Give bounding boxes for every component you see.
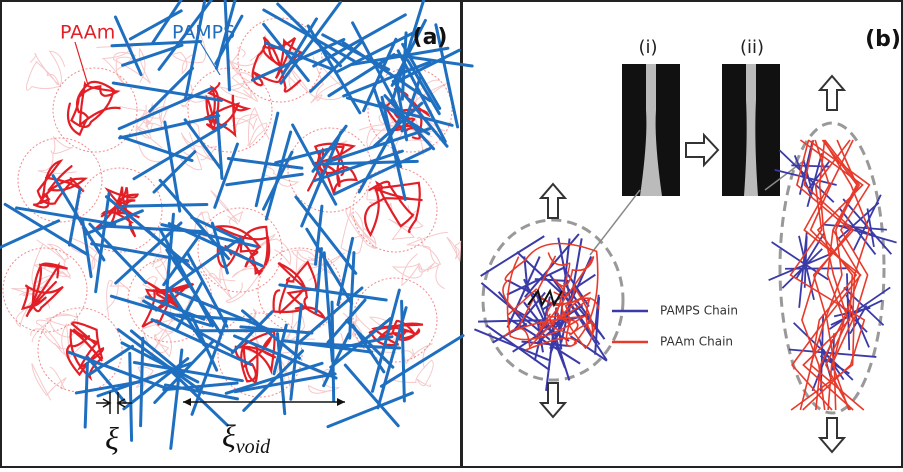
figure: PAAm PAMPS (a) ξ ξvoid (i) (ii) (b) PAMP… (0, 0, 903, 468)
legend-pamps: PAMPS Chain (660, 304, 738, 318)
mesh-size-symbol: ξ (105, 420, 119, 456)
pamps-chain (332, 302, 334, 401)
void-subscript: void (236, 436, 271, 458)
photo-ii-label: (ii) (740, 37, 764, 58)
pamps-label: PAMPS (172, 22, 235, 44)
legend-paam: PAAm Chain (660, 335, 733, 349)
photo-i-label: (i) (638, 37, 657, 58)
paam-label: PAAm (60, 22, 115, 44)
panel-b-label: (b) (865, 27, 901, 52)
panel-a-label: (a) (413, 25, 448, 50)
pamps-chain (123, 204, 207, 206)
void-symbol: ξ (222, 418, 236, 454)
pamps-chain (130, 353, 132, 440)
